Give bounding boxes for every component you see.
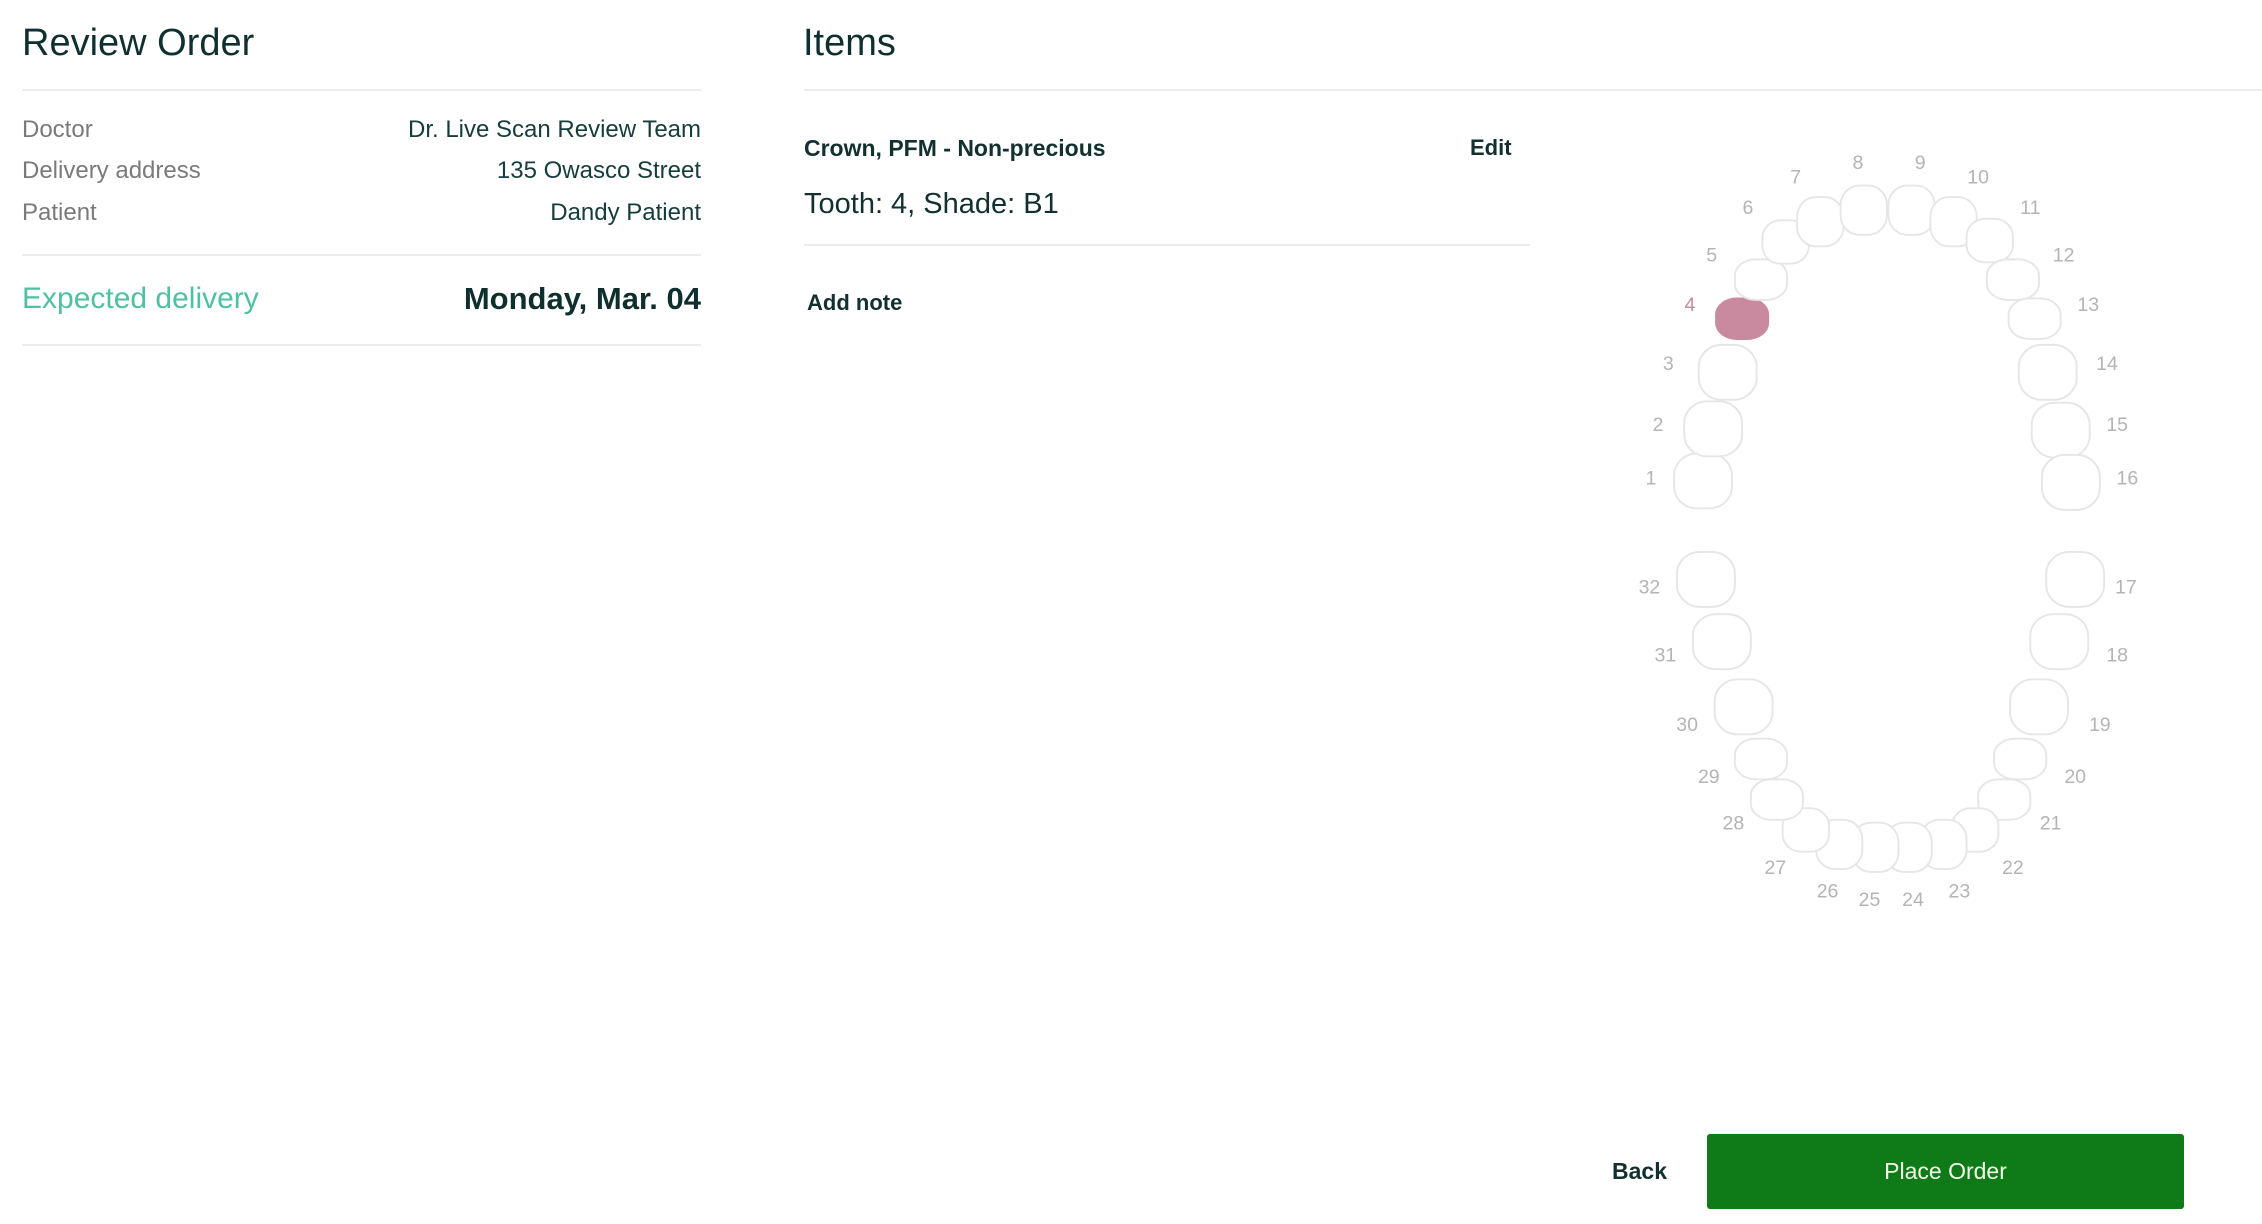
tooth-label-30: 30 bbox=[1676, 714, 1698, 736]
tooth-label-16: 16 bbox=[2116, 468, 2138, 490]
tooth-label-15: 15 bbox=[2106, 414, 2128, 436]
tooth-label-27: 27 bbox=[1765, 857, 1787, 879]
expected-delivery-value: Monday, Mar. 04 bbox=[463, 281, 701, 316]
tooth-label-9: 9 bbox=[1915, 152, 1926, 174]
tooth-11[interactable] bbox=[1965, 217, 2014, 264]
tooth-label-6: 6 bbox=[1742, 197, 1753, 219]
add-note-button[interactable]: Add note bbox=[807, 290, 903, 315]
tooth-label-7: 7 bbox=[1790, 166, 1801, 188]
back-button[interactable]: Back bbox=[1612, 1158, 1667, 1184]
tooth-20[interactable] bbox=[1993, 737, 2048, 781]
tooth-15[interactable] bbox=[2030, 401, 2091, 459]
tooth-label-31: 31 bbox=[1654, 644, 1676, 666]
tooth-label-20: 20 bbox=[2064, 766, 2086, 788]
tooth-label-11: 11 bbox=[2020, 197, 2040, 219]
edit-item-button[interactable]: Edit bbox=[1470, 135, 1512, 160]
expected-delivery-label: Expected delivery bbox=[22, 282, 259, 315]
tooth-label-14: 14 bbox=[2096, 353, 2118, 375]
tooth-label-21: 21 bbox=[2040, 812, 2062, 834]
delivery-address-value: 135 Owasco Street bbox=[496, 157, 701, 184]
tooth-9[interactable] bbox=[1887, 184, 1936, 236]
tooth-label-23: 23 bbox=[1948, 880, 1970, 902]
tooth-label-5: 5 bbox=[1706, 245, 1717, 267]
tooth-14[interactable] bbox=[2017, 343, 2078, 401]
tooth-label-19: 19 bbox=[2089, 714, 2111, 736]
items-title: Items bbox=[803, 22, 896, 64]
tooth-16[interactable] bbox=[2040, 453, 2101, 511]
tooth-label-17: 17 bbox=[2115, 576, 2137, 598]
tooth-13[interactable] bbox=[2007, 297, 2062, 340]
patient-label: Patient bbox=[22, 199, 97, 226]
tooth-31[interactable] bbox=[1691, 613, 1752, 671]
tooth-label-28: 28 bbox=[1723, 812, 1745, 834]
tooth-19[interactable] bbox=[2009, 678, 2069, 736]
divider bbox=[22, 254, 701, 256]
tooth-27[interactable] bbox=[1781, 807, 1830, 853]
tooth-label-8: 8 bbox=[1853, 152, 1864, 174]
tooth-label-1: 1 bbox=[1645, 468, 1656, 490]
tooth-label-2: 2 bbox=[1653, 414, 1664, 436]
divider bbox=[804, 89, 2262, 91]
item-name: Crown, PFM - Non-precious bbox=[804, 135, 1106, 161]
tooth-7[interactable] bbox=[1796, 196, 1845, 248]
tooth-29[interactable] bbox=[1733, 737, 1788, 781]
tooth-28[interactable] bbox=[1749, 778, 1804, 821]
tooth-label-24: 24 bbox=[1902, 889, 1924, 911]
tooth-17[interactable] bbox=[2045, 550, 2106, 608]
divider bbox=[804, 244, 1530, 246]
tooth-2[interactable] bbox=[1683, 400, 1744, 458]
place-order-button[interactable]: Place Order bbox=[1707, 1134, 2184, 1209]
doctor-value: Dr. Live Scan Review Team bbox=[407, 116, 701, 143]
tooth-label-29: 29 bbox=[1698, 766, 1720, 788]
tooth-12[interactable] bbox=[1985, 258, 2040, 301]
tooth-label-4: 4 bbox=[1685, 294, 1696, 316]
doctor-label: Doctor bbox=[22, 116, 93, 143]
tooth-label-3: 3 bbox=[1663, 353, 1674, 375]
tooth-label-22: 22 bbox=[2002, 857, 2024, 879]
tooth-label-12: 12 bbox=[2053, 245, 2075, 267]
tooth-4[interactable] bbox=[1715, 297, 1770, 340]
tooth-1[interactable] bbox=[1673, 452, 1733, 510]
patient-value: Dandy Patient bbox=[550, 199, 701, 226]
tooth-label-13: 13 bbox=[2077, 294, 2099, 316]
divider bbox=[22, 89, 701, 91]
tooth-32[interactable] bbox=[1676, 550, 1736, 608]
tooth-5[interactable] bbox=[1733, 258, 1788, 301]
item-details: Tooth: 4, Shade: B1 bbox=[804, 188, 1059, 220]
tooth-18[interactable] bbox=[2029, 613, 2090, 671]
tooth-label-32: 32 bbox=[1639, 576, 1661, 598]
tooth-label-10: 10 bbox=[1967, 166, 1989, 188]
delivery-address-label: Delivery address bbox=[22, 157, 201, 184]
tooth-3[interactable] bbox=[1697, 343, 1758, 401]
page-title: Review Order bbox=[22, 22, 255, 64]
tooth-30[interactable] bbox=[1713, 678, 1774, 736]
tooth-label-25: 25 bbox=[1859, 889, 1881, 911]
divider bbox=[22, 344, 701, 346]
tooth-label-18: 18 bbox=[2106, 644, 2128, 666]
tooth-8[interactable] bbox=[1839, 184, 1888, 236]
tooth-21[interactable] bbox=[1977, 778, 2032, 821]
tooth-label-26: 26 bbox=[1817, 880, 1839, 902]
